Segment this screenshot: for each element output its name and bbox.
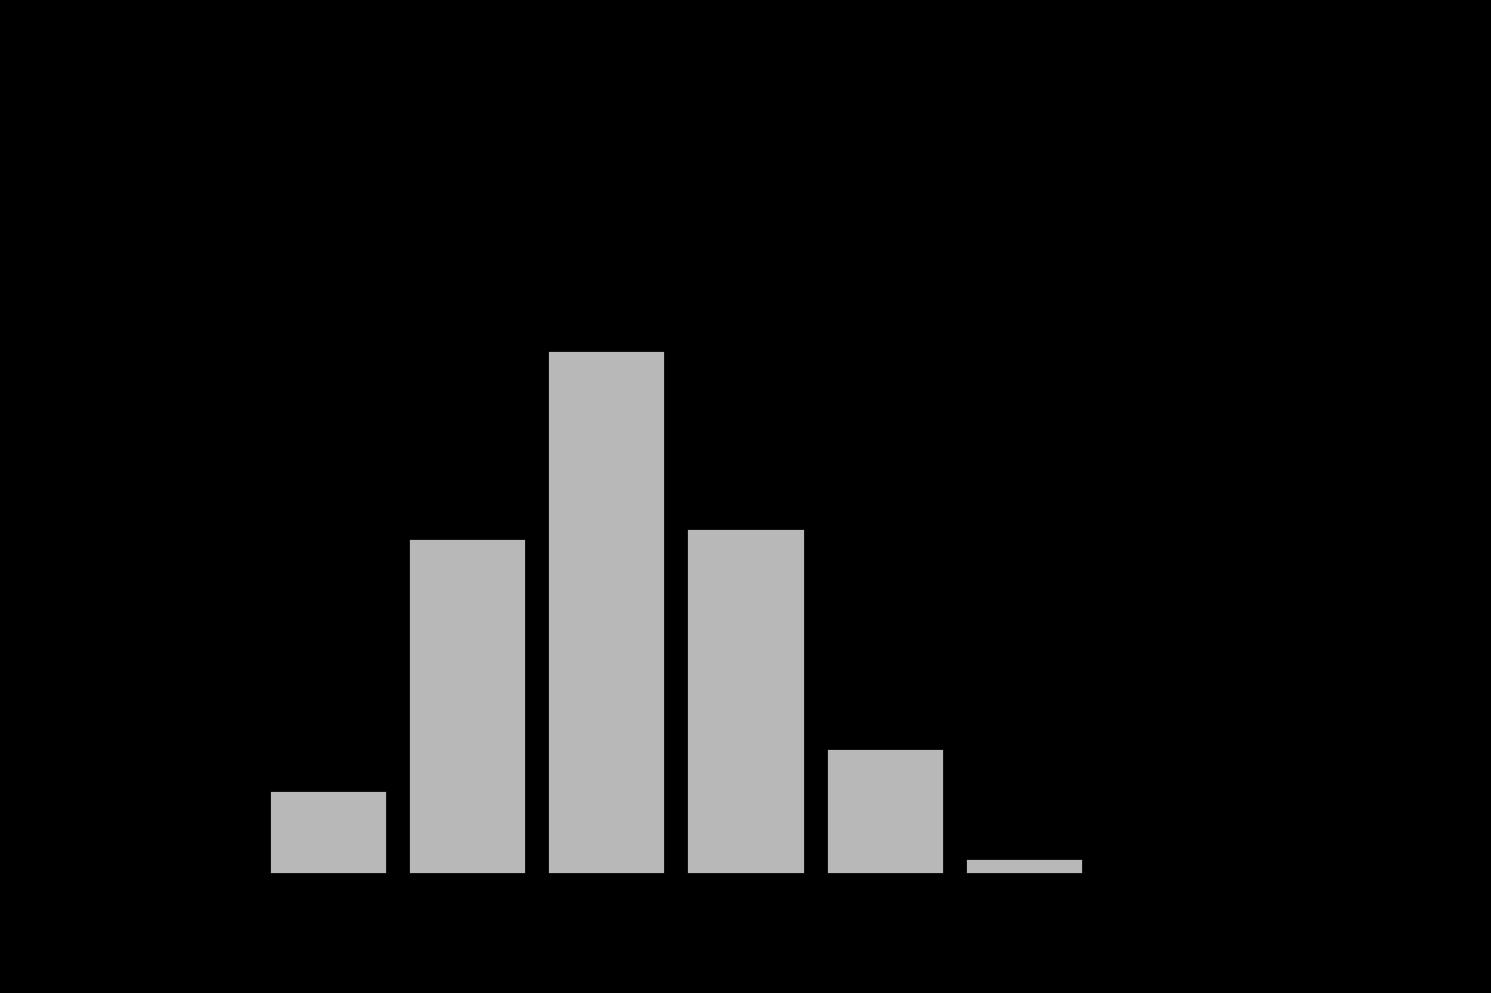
Bar	[268, 790, 388, 874]
Bar	[409, 538, 526, 874]
Bar	[826, 748, 944, 874]
Bar	[547, 350, 665, 874]
Bar	[965, 858, 1082, 874]
Bar	[686, 528, 805, 874]
